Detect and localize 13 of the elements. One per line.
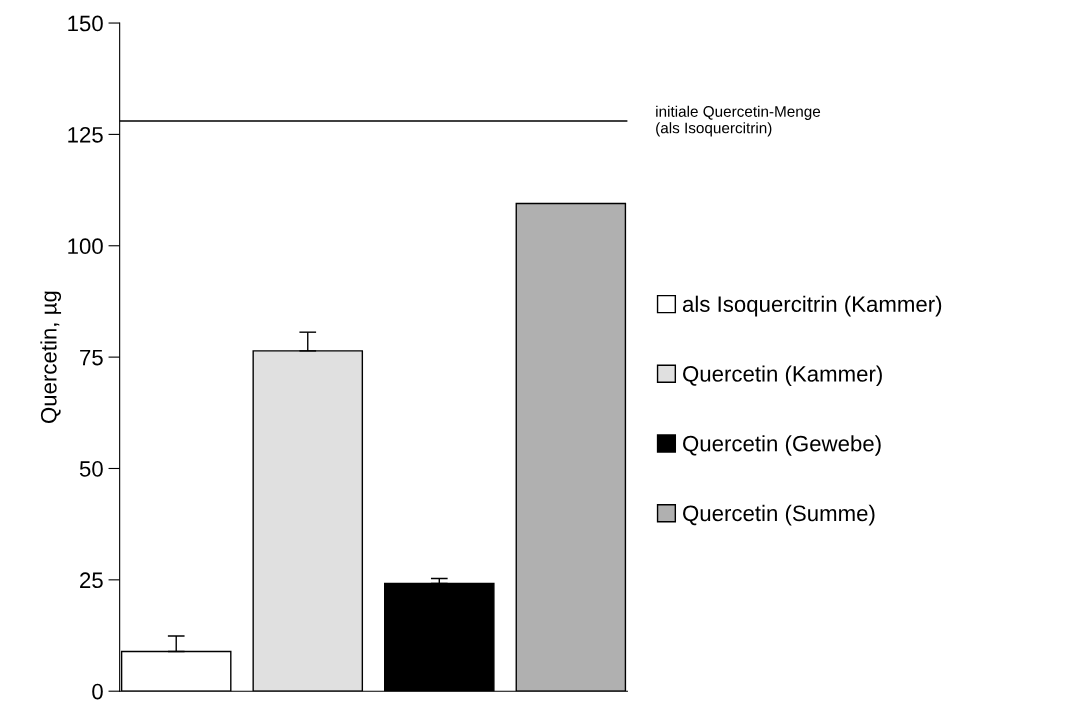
- y-axis-title: Quercetin, µg: [40, 291, 62, 423]
- legend-label: Quercetin (Kammer): [683, 365, 882, 387]
- y-tick-label: 150: [68, 15, 103, 32]
- y-tick-label: 125: [68, 126, 103, 143]
- y-tick-label: 0: [92, 683, 103, 700]
- legend-label: Quercetin (Gewebe): [683, 435, 881, 456]
- legend-label: als Isoquercitrin (Kammer): [682, 295, 942, 317]
- ref-line-label: initiale Quercetin-Menge (als Isoquercitrin): [656, 105, 821, 137]
- legend-label: Quercetin (Summe): [683, 504, 875, 526]
- y-tick-label: 50: [79, 461, 103, 477]
- y-tick-label: 25: [80, 572, 103, 589]
- y-tick-label: 100: [68, 238, 103, 255]
- y-tick-label: 75: [80, 349, 103, 366]
